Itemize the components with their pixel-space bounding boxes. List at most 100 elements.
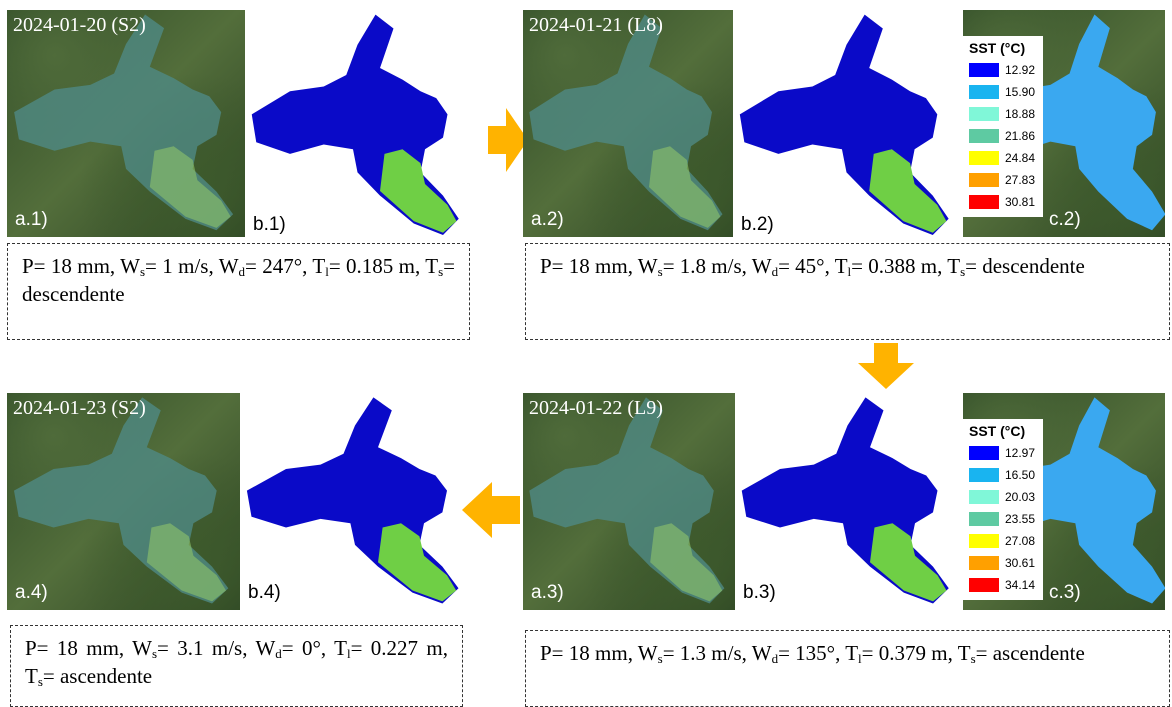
- legend-swatch: [969, 556, 999, 570]
- lake: [7, 393, 240, 610]
- legend-swatch: [969, 578, 999, 592]
- caption-box: P= 18 mm, Ws= 3.1 m/s, Wd= 0°, Tl= 0.227…: [10, 625, 463, 707]
- legend-value: 12.97: [1005, 446, 1035, 460]
- map-label: b.1): [253, 214, 286, 236]
- legend-swatch: [969, 512, 999, 526]
- sst-label: c.3): [1049, 582, 1081, 604]
- caption-text: = 45°, T: [778, 254, 847, 278]
- satellite-image: 2024-01-23 (S2) a.4): [7, 393, 240, 610]
- classification-map: b.3): [735, 393, 960, 610]
- lake: [523, 393, 735, 610]
- legend-title: SST (°C): [969, 40, 1037, 56]
- legend-swatch: [969, 173, 999, 187]
- classification-map: b.1): [245, 10, 470, 242]
- sst-image: SST (°C) 12.92 15.90 18.88 21.86 24.84 27.83 30…: [963, 10, 1165, 237]
- image-label: a.4): [15, 582, 48, 604]
- legend-item: 23.55: [969, 508, 1037, 530]
- classification-map: b.2): [733, 10, 960, 242]
- map-label: b.3): [743, 582, 776, 604]
- image-label: a.1): [15, 209, 48, 231]
- caption-text: = ascendente: [976, 641, 1085, 665]
- legend-item: 15.90: [969, 81, 1037, 103]
- caption-text: = 0.185 m, T: [329, 254, 438, 278]
- caption-box: P= 18 mm, Ws= 1.3 m/s, Wd= 135°, Tl= 0.3…: [525, 630, 1170, 707]
- image-label: a.3): [531, 582, 564, 604]
- legend-item: 12.92: [969, 59, 1037, 81]
- legend-value: 15.90: [1005, 85, 1035, 99]
- legend-item: 30.81: [969, 191, 1037, 213]
- legend-title: SST (°C): [969, 423, 1037, 439]
- legend-value: 23.55: [1005, 512, 1035, 526]
- legend-value: 30.81: [1005, 195, 1035, 209]
- legend-item: 20.03: [969, 486, 1037, 508]
- lake-map: [735, 393, 960, 610]
- legend-value: 21.86: [1005, 129, 1035, 143]
- caption-text: = 3.1 m/s, W: [157, 636, 275, 660]
- caption-text: = 247°, T: [245, 254, 325, 278]
- legend-item: 27.08: [969, 530, 1037, 552]
- legend-swatch: [969, 151, 999, 165]
- caption-text: = descendente: [965, 254, 1085, 278]
- legend-value: 16.50: [1005, 468, 1035, 482]
- caption-box: P= 18 mm, Ws= 1.8 m/s, Wd= 45°, Tl= 0.38…: [525, 243, 1170, 340]
- lake: [523, 10, 733, 237]
- sst-image: SST (°C) 12.97 16.50 20.03 23.55 27.08 30.61 34…: [963, 393, 1165, 610]
- caption-text: = 1.3 m/s, W: [663, 641, 772, 665]
- legend-item: 30.61: [969, 552, 1037, 574]
- legend-value: 18.88: [1005, 107, 1035, 121]
- caption-text: P= 18 mm, W: [25, 636, 152, 660]
- caption-text: = 0.388 m, T: [851, 254, 960, 278]
- legend-value: 27.08: [1005, 534, 1035, 548]
- lake-map: [733, 10, 960, 242]
- legend-swatch: [969, 129, 999, 143]
- caption-text: P= 18 mm, W: [540, 641, 658, 665]
- legend-item: 21.86: [969, 125, 1037, 147]
- image-label: a.2): [531, 209, 564, 231]
- legend-swatch: [969, 446, 999, 460]
- legend-value: 12.92: [1005, 63, 1035, 77]
- arrow-right: [488, 108, 528, 172]
- legend-value: 24.84: [1005, 151, 1035, 165]
- legend-swatch: [969, 107, 999, 121]
- legend: SST (°C) 12.92 15.90 18.88 21.86 24.84 27.83 30…: [963, 36, 1043, 217]
- legend-swatch: [969, 195, 999, 209]
- map-label: b.4): [248, 582, 281, 604]
- legend-item: 16.50: [969, 464, 1037, 486]
- image-date: 2024-01-21 (L8): [529, 14, 663, 37]
- lake: [7, 10, 245, 237]
- caption-text: P= 18 mm, W: [22, 254, 140, 278]
- legend-item: 27.83: [969, 169, 1037, 191]
- map-label: b.2): [741, 214, 774, 236]
- caption-text: = 1.8 m/s, W: [663, 254, 772, 278]
- legend-swatch: [969, 85, 999, 99]
- image-date: 2024-01-22 (L9): [529, 397, 663, 420]
- legend-item: 24.84: [969, 147, 1037, 169]
- legend-item: 18.88: [969, 103, 1037, 125]
- caption-text: = 1 m/s, W: [145, 254, 238, 278]
- page: Figure {"panels": [ {"date": "2024-01-20…: [0, 0, 1172, 707]
- lake-map: [240, 393, 470, 610]
- satellite-image: 2024-01-22 (L9) a.3): [523, 393, 735, 610]
- caption-text: P= 18 mm, W: [540, 254, 658, 278]
- legend-value: 20.03: [1005, 490, 1035, 504]
- legend-value: 30.61: [1005, 556, 1035, 570]
- image-date: 2024-01-20 (S2): [13, 14, 146, 37]
- legend-item: 34.14: [969, 574, 1037, 596]
- satellite-image: 2024-01-20 (S2) a.1): [7, 10, 245, 237]
- caption-text: = 135°, T: [778, 641, 858, 665]
- caption-text: = 0°, T: [282, 636, 347, 660]
- legend-swatch: [969, 468, 999, 482]
- legend-swatch: [969, 63, 999, 77]
- legend-swatch: [969, 490, 999, 504]
- caption-text: = ascendente: [43, 664, 152, 688]
- caption-box: P= 18 mm, Ws= 1 m/s, Wd= 247°, Tl= 0.185…: [7, 243, 470, 340]
- legend-value: 34.14: [1005, 578, 1035, 592]
- arrow-down: [858, 343, 914, 389]
- lake-map: [245, 10, 470, 242]
- classification-map: b.4): [240, 393, 470, 610]
- legend-value: 27.83: [1005, 173, 1035, 187]
- image-date: 2024-01-23 (S2): [13, 397, 146, 420]
- arrow-left: [462, 482, 520, 538]
- satellite-image: 2024-01-21 (L8) a.2): [523, 10, 733, 237]
- figure: (() => { const data = JSON.parse(documen…: [0, 0, 1172, 707]
